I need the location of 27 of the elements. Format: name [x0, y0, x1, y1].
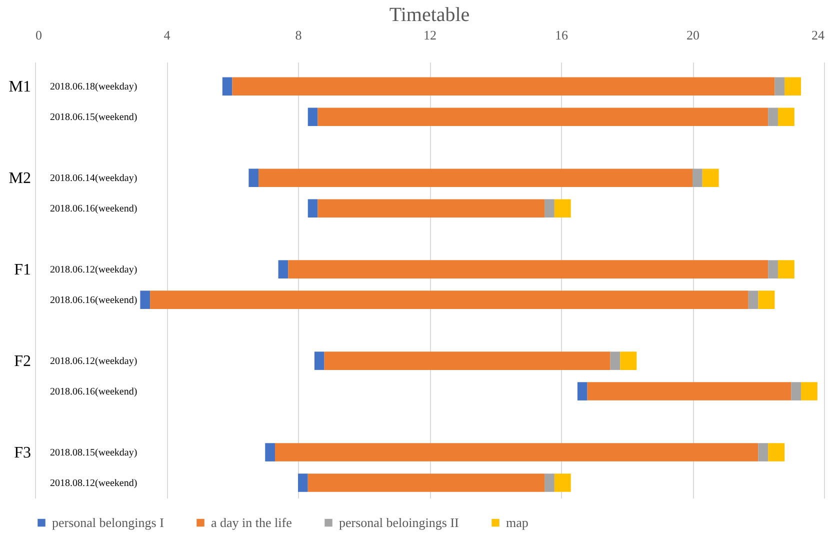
x-tick-label: 12	[424, 28, 436, 42]
y-tick-label: 2018.06.14(weekday)	[50, 172, 138, 184]
x-tick-label: 24	[812, 28, 825, 42]
text: M2	[8, 170, 31, 187]
legend-label: personal beloingings II	[339, 514, 459, 530]
legend-label: personal belongings I	[52, 514, 164, 530]
x-tick-label: 16	[555, 28, 568, 42]
text: M1	[8, 78, 31, 96]
y-tick-label: 2018.06.15(weekend)	[50, 112, 138, 123]
y-tick-label: 2018.06.16(weekend)	[50, 294, 138, 306]
y-tick-label: 2018.06.18(weekday)	[50, 81, 138, 92]
legend-label: map	[506, 514, 528, 530]
x-tick-label: 8	[295, 28, 302, 42]
text: F2	[14, 352, 31, 370]
y-tick-label: 2018.08.12(weekend)	[50, 478, 138, 489]
x-tick-label: 0	[36, 28, 42, 42]
text: F3	[14, 444, 31, 462]
x-tick-label: 20	[686, 28, 700, 42]
y-tick-label: 2018.06.16(weekend)	[50, 203, 138, 214]
legend-label: a day in the life	[211, 514, 292, 530]
y-tick-label: 2018.06.12(weekday)	[50, 264, 138, 276]
chart-title: Timetable	[389, 4, 470, 26]
x-tick-label: 4	[164, 28, 171, 42]
y-tick-label: 2018.06.16(weekend)	[50, 386, 138, 398]
y-tick-label: 2018.06.12(weekday)	[50, 356, 138, 367]
y-tick-label: 2018.08.15(weekday)	[50, 447, 138, 458]
text: F1	[14, 261, 31, 278]
